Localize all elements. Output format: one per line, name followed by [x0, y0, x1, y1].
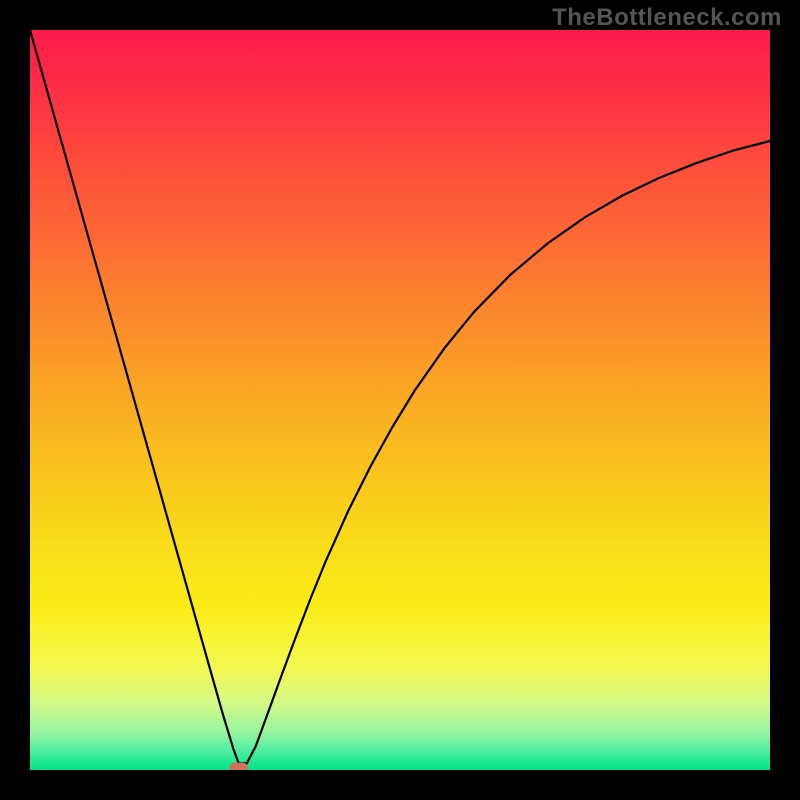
min-marker — [229, 763, 248, 770]
chart-plot-area — [30, 30, 770, 770]
chart-background — [30, 30, 770, 770]
watermark-text: TheBottleneck.com — [552, 4, 782, 32]
figure-outer: TheBottleneck.com — [0, 0, 800, 800]
chart-svg — [30, 30, 770, 770]
